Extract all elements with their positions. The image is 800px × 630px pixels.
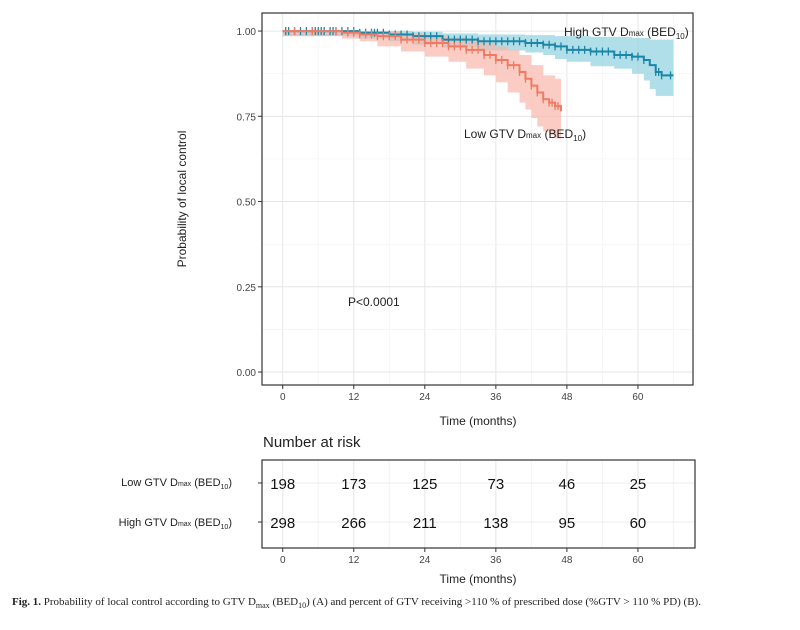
risk-cell: 73 [488,476,505,493]
risk-x-tick-label: 48 [561,555,573,566]
plot-background [262,13,693,385]
x-tick-label: 0 [280,392,286,403]
risk-table-border [261,459,696,549]
risk-x-tick-label: 36 [490,555,502,566]
risk-x-tick-label: 0 [280,555,286,566]
risk-x-tick-label: 24 [419,555,431,566]
legend-label-high: High GTV Dmax (BED10) [564,25,689,41]
confidence-bands [282,31,674,139]
risk-cell: 46 [559,476,576,493]
risk-cell: 95 [559,515,576,532]
caption-sub: 10 [298,601,307,611]
risk-cell: 125 [412,476,437,493]
x-tick-label: 24 [419,392,431,403]
risk-cell: 266 [341,515,366,532]
risk-row-label-high: High GTV Dmax (BED10) [119,517,232,531]
caption-label: Fig. 1. [12,596,42,608]
y-tick-label: 0.25 [237,283,257,294]
axes: 0 12 24 36 48 60 0.00 0.25 0.50 0.75 1.00 [237,27,644,403]
y-axis-label: Probability of local control [175,131,189,268]
risk-cell: 298 [270,515,295,532]
legend-label-low: Low GTV Dmax (BED10) [464,127,586,143]
risk-x-tick-label: 60 [632,555,644,566]
y-tick-label: 0.00 [237,368,257,379]
risk-table-grid [258,460,695,548]
risk-cell: 211 [413,515,437,532]
risk-cell: 198 [270,476,295,493]
risk-table-cells: 198 173 125 73 46 25 298 266 211 138 95 60 0 12 24 36 48… [270,476,646,566]
confidence-band-low [282,31,561,139]
risk-x-tick-label: 12 [348,555,360,566]
confidence-band-high [282,31,674,96]
caption-text: Probability of local control according t… [41,596,256,608]
y-tick-label: 0.50 [237,198,257,209]
x-axis-label: Time (months) [440,414,517,428]
y-tick-label: 0.75 [237,112,257,123]
risk-cell: 173 [341,476,366,493]
risk-cell: 60 [630,515,647,532]
y-tick-label: 1.00 [237,27,257,38]
risk-table-title: Number at risk [263,434,361,451]
figure-caption: Fig. 1. Probability of local control acc… [12,596,701,610]
x-tick-label: 48 [561,392,573,403]
risk-row-label-low: Low GTV Dmax (BED10) [121,477,232,491]
caption-sub: max [255,601,270,611]
survival-curves [282,27,674,112]
caption-text: (BED [269,596,299,608]
caption-text: ) (A) and percent of GTV receiving >110 … [306,596,701,608]
risk-table-x-label: Time (months) [440,572,517,586]
p-value-annotation: P<0.0001 [348,295,400,309]
risk-cell: 138 [483,515,508,532]
x-tick-label: 12 [348,392,360,403]
x-tick-label: 36 [490,392,502,403]
plot-panel-border [261,12,694,386]
risk-cell: 25 [630,476,647,493]
plot-grid [262,13,693,385]
x-tick-label: 60 [632,392,644,403]
